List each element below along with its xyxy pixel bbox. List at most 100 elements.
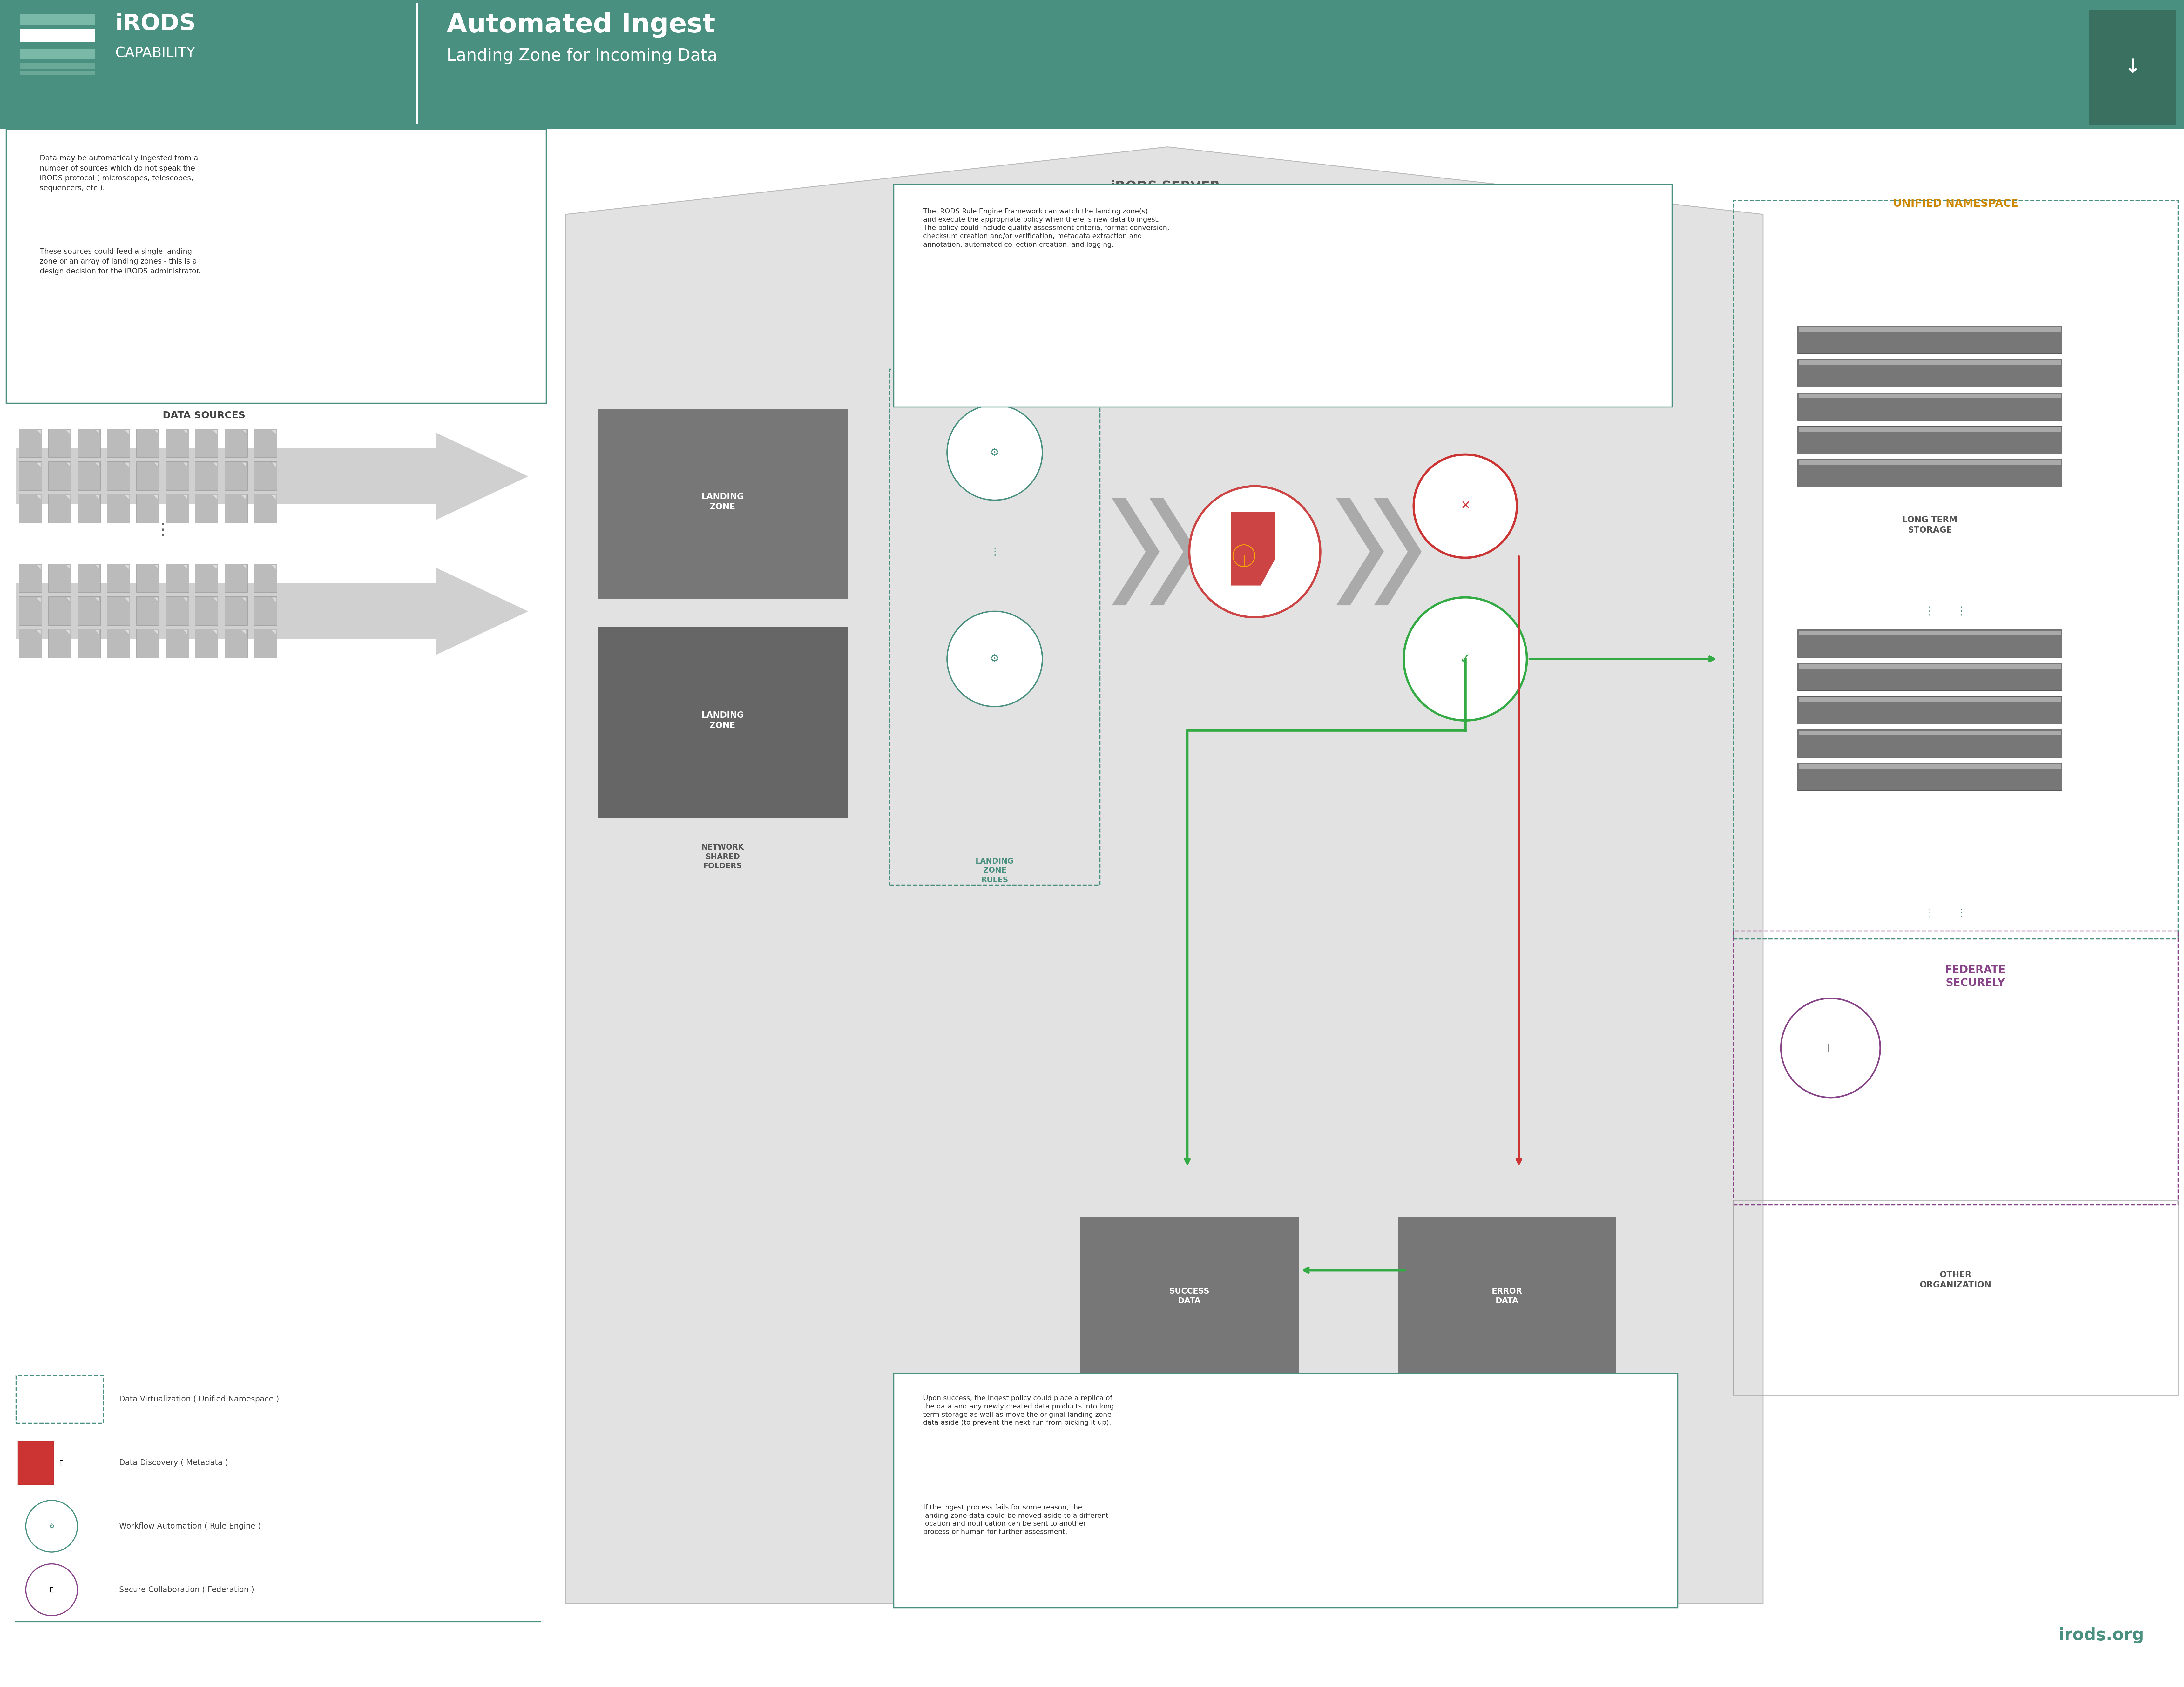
Text: LANDING
ZONE: LANDING ZONE	[701, 493, 745, 511]
FancyBboxPatch shape	[17, 1441, 55, 1485]
Text: ✓: ✓	[1459, 653, 1470, 666]
Polygon shape	[37, 462, 41, 467]
Text: ⋮: ⋮	[1957, 606, 1968, 617]
FancyBboxPatch shape	[1797, 763, 2062, 791]
Text: UNIFIED NAMESPACE: UNIFIED NAMESPACE	[1894, 199, 2018, 209]
FancyBboxPatch shape	[225, 494, 247, 523]
Polygon shape	[271, 565, 275, 569]
Polygon shape	[124, 496, 129, 499]
FancyBboxPatch shape	[135, 428, 159, 457]
Polygon shape	[242, 631, 247, 634]
Text: DATA SOURCES: DATA SOURCES	[164, 412, 245, 420]
FancyBboxPatch shape	[225, 428, 247, 457]
FancyBboxPatch shape	[107, 629, 129, 658]
FancyBboxPatch shape	[135, 597, 159, 626]
FancyBboxPatch shape	[598, 408, 847, 599]
FancyBboxPatch shape	[225, 629, 247, 658]
FancyBboxPatch shape	[253, 462, 277, 491]
FancyBboxPatch shape	[1800, 665, 2062, 668]
Text: 🔒: 🔒	[1828, 1043, 1835, 1053]
Text: FEDERATE
SECURELY: FEDERATE SECURELY	[1946, 965, 2005, 989]
FancyBboxPatch shape	[20, 462, 41, 491]
Text: ⚙: ⚙	[989, 447, 1000, 457]
FancyBboxPatch shape	[20, 29, 96, 42]
Polygon shape	[66, 462, 70, 467]
FancyBboxPatch shape	[79, 494, 100, 523]
FancyBboxPatch shape	[20, 13, 96, 25]
FancyBboxPatch shape	[48, 563, 72, 592]
Text: ⋮: ⋮	[716, 629, 729, 641]
FancyBboxPatch shape	[225, 462, 247, 491]
Polygon shape	[271, 496, 275, 499]
FancyBboxPatch shape	[107, 494, 129, 523]
Polygon shape	[271, 462, 275, 467]
Text: LANDING
ZONE
RULES: LANDING ZONE RULES	[976, 857, 1013, 884]
FancyBboxPatch shape	[1800, 427, 2062, 432]
FancyBboxPatch shape	[253, 597, 277, 626]
FancyBboxPatch shape	[194, 597, 218, 626]
Text: SUCCESS
DATA: SUCCESS DATA	[1168, 1287, 1210, 1304]
FancyBboxPatch shape	[20, 629, 41, 658]
FancyBboxPatch shape	[1081, 1216, 1299, 1382]
FancyBboxPatch shape	[48, 494, 72, 523]
Polygon shape	[94, 430, 100, 434]
Text: The iRODS Rule Engine Framework can watch the landing zone(s)
and execute the ap: The iRODS Rule Engine Framework can watc…	[924, 209, 1168, 248]
FancyBboxPatch shape	[1797, 393, 2062, 420]
Polygon shape	[183, 631, 188, 634]
FancyBboxPatch shape	[0, 0, 2184, 128]
Text: ⋮: ⋮	[1924, 606, 1935, 617]
Text: ✕: ✕	[1461, 501, 1470, 511]
FancyBboxPatch shape	[7, 128, 546, 403]
Polygon shape	[37, 430, 41, 434]
Text: ⋮: ⋮	[155, 521, 170, 538]
Text: Automated Ingest: Automated Ingest	[448, 12, 716, 37]
FancyBboxPatch shape	[20, 428, 41, 457]
FancyBboxPatch shape	[20, 49, 96, 59]
Polygon shape	[153, 462, 157, 467]
FancyBboxPatch shape	[135, 494, 159, 523]
Text: NETWORK
SHARED
FOLDERS: NETWORK SHARED FOLDERS	[701, 844, 745, 870]
Text: LANDING
ZONE: LANDING ZONE	[701, 712, 745, 730]
FancyBboxPatch shape	[225, 563, 247, 592]
FancyBboxPatch shape	[79, 462, 100, 491]
Text: ↓: ↓	[2125, 57, 2140, 78]
Circle shape	[1404, 597, 1527, 720]
FancyBboxPatch shape	[1797, 427, 2062, 454]
Text: If the ingest process fails for some reason, the
landing zone data could be move: If the ingest process fails for some rea…	[924, 1505, 1109, 1535]
Polygon shape	[94, 631, 100, 634]
Circle shape	[1780, 999, 1880, 1098]
Polygon shape	[94, 462, 100, 467]
Text: CAPABILITY: CAPABILITY	[116, 47, 194, 61]
FancyBboxPatch shape	[48, 629, 72, 658]
FancyBboxPatch shape	[1800, 461, 2062, 466]
Polygon shape	[124, 597, 129, 602]
Polygon shape	[212, 462, 216, 467]
Text: iRODS: iRODS	[116, 13, 197, 35]
FancyBboxPatch shape	[1797, 459, 2062, 488]
FancyBboxPatch shape	[0, 128, 2184, 1687]
FancyBboxPatch shape	[2088, 10, 2175, 125]
Polygon shape	[1112, 498, 1160, 606]
FancyBboxPatch shape	[166, 462, 188, 491]
Polygon shape	[183, 430, 188, 434]
FancyBboxPatch shape	[253, 563, 277, 592]
Polygon shape	[212, 565, 216, 569]
Polygon shape	[242, 462, 247, 467]
Polygon shape	[242, 430, 247, 434]
Text: Data Discovery ( Metadata ): Data Discovery ( Metadata )	[120, 1459, 227, 1466]
Text: ERROR
DATA: ERROR DATA	[1492, 1287, 1522, 1304]
FancyBboxPatch shape	[166, 629, 188, 658]
Polygon shape	[94, 597, 100, 602]
Text: 🔍: 🔍	[59, 1459, 63, 1466]
Text: Upon success, the ingest policy could place a replica of
the data and any newly : Upon success, the ingest policy could pl…	[924, 1395, 1114, 1426]
Polygon shape	[37, 631, 41, 634]
FancyBboxPatch shape	[253, 494, 277, 523]
FancyBboxPatch shape	[893, 184, 1671, 407]
FancyBboxPatch shape	[48, 462, 72, 491]
Text: irods.org: irods.org	[2060, 1626, 2145, 1643]
Polygon shape	[271, 631, 275, 634]
Polygon shape	[153, 430, 157, 434]
Text: OTHER
ORGANIZATION: OTHER ORGANIZATION	[1920, 1270, 1992, 1289]
FancyBboxPatch shape	[107, 428, 129, 457]
FancyBboxPatch shape	[1797, 730, 2062, 757]
